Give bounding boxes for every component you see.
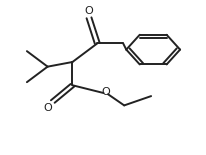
Text: O: O (43, 103, 52, 113)
Text: O: O (84, 6, 93, 16)
Text: O: O (101, 87, 109, 97)
